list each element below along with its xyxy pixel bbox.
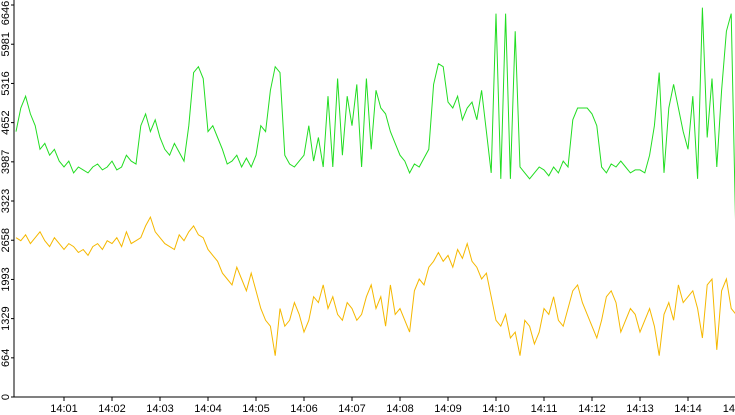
x-tick-label: 14:09 xyxy=(434,403,462,415)
x-tick-label: 14:07 xyxy=(338,403,366,415)
x-tick-label: 14:05 xyxy=(242,403,270,415)
y-tick-label: 5316 xyxy=(0,71,12,95)
series-line xyxy=(15,7,735,220)
x-tick-label: 14:02 xyxy=(98,403,126,415)
series-line xyxy=(15,215,735,356)
y-tick-label: 664 xyxy=(0,349,12,367)
x-tick-label: 14:06 xyxy=(290,403,318,415)
y-tick-label: 4652 xyxy=(0,110,12,134)
y-tick-label: 1993 xyxy=(0,267,12,291)
x-tick-label: 14:03 xyxy=(146,403,174,415)
y-tick-label: 5981 xyxy=(0,32,12,56)
x-tick-label: 14:08 xyxy=(386,403,414,415)
y-tick-label: 3987 xyxy=(0,150,12,174)
y-tick-label: 0 xyxy=(0,394,12,400)
y-tick-label: 3323 xyxy=(0,189,12,213)
x-tick-label: 14:11 xyxy=(531,403,558,415)
x-tick-label: 14:12 xyxy=(578,403,606,415)
x-tick-label: 14:04 xyxy=(194,403,222,415)
y-tick-label: 6646 xyxy=(0,1,12,25)
x-tick-label: 14:10 xyxy=(482,403,510,415)
x-tick-label: 14 xyxy=(723,403,735,415)
x-tick-label: 14:01 xyxy=(50,403,78,415)
x-tick-label: 14:14 xyxy=(674,403,702,415)
y-tick-label: 2658 xyxy=(0,228,12,252)
x-tick-label: 14:13 xyxy=(626,403,654,415)
y-tick-label: 1329 xyxy=(0,306,12,330)
